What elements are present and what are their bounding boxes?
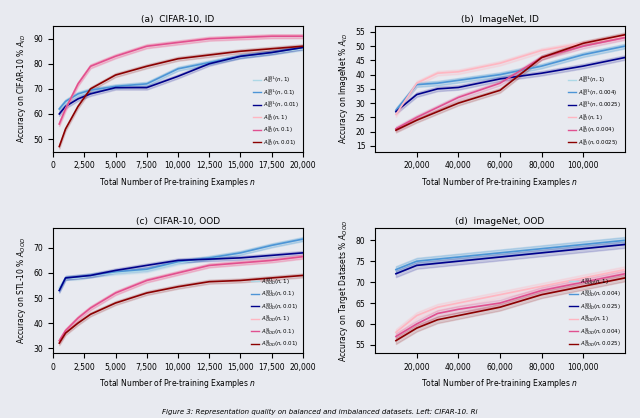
Legend: $A_{OOD}^{SSL}(n, 1)$, $A_{OOD}^{SSL}(n, 0.004)$, $A_{OOD}^{SSL}(n, 0.025)$, $A_: $A_{OOD}^{SSL}(n, 1)$, $A_{OOD}^{SSL}(n,… [568,275,622,350]
Title: (d)  ImageNet, OOD: (d) ImageNet, OOD [456,217,545,226]
Title: (a)  CIFAR-10, ID: (a) CIFAR-10, ID [141,15,214,24]
Text: Figure 3: Representation quality on balanced and imbalanced datasets. Left: CIFA: Figure 3: Representation quality on bala… [163,409,477,415]
Legend: $A_{ID}^{SSL}(n, 1)$, $A_{ID}^{SSL}(n, 0.004)$, $A_{ID}^{SSL}(n, 0.0025)$, $A_{I: $A_{ID}^{SSL}(n, 1)$, $A_{ID}^{SSL}(n, 0… [566,74,622,149]
X-axis label: Total Number of Pre-training Examples $n$: Total Number of Pre-training Examples $n… [421,377,579,390]
Y-axis label: Accuracy on STL-10 % $A_{OOD}$: Accuracy on STL-10 % $A_{OOD}$ [15,237,28,344]
Y-axis label: Accuracy on CIFAR-10 % $A_{ID}$: Accuracy on CIFAR-10 % $A_{ID}$ [15,34,28,143]
X-axis label: Total Number of Pre-training Examples $n$: Total Number of Pre-training Examples $n… [99,176,257,189]
Title: (c)  CIFAR-10, OOD: (c) CIFAR-10, OOD [136,217,220,226]
Y-axis label: Accuracy on ImageNet % $A_{ID}$: Accuracy on ImageNet % $A_{ID}$ [337,33,350,144]
Legend: $A_{ID}^{SSL}(n, 1)$, $A_{ID}^{SSL}(n, 0.1)$, $A_{ID}^{SSL}(n, 0.01)$, $A_{ID}^{: $A_{ID}^{SSL}(n, 1)$, $A_{ID}^{SSL}(n, 0… [252,74,300,149]
X-axis label: Total Number of Pre-training Examples $n$: Total Number of Pre-training Examples $n… [99,377,257,390]
Legend: $A_{OOD}^{SSL}(n, 1)$, $A_{OOD}^{SSL}(n, 0.1)$, $A_{OOD}^{SSL}(n, 0.01)$, $A_{OO: $A_{OOD}^{SSL}(n, 1)$, $A_{OOD}^{SSL}(n,… [250,275,300,350]
Y-axis label: Accuracy on Target Datasets % $A_{OOD}$: Accuracy on Target Datasets % $A_{OOD}$ [337,219,350,362]
Title: (b)  ImageNet, ID: (b) ImageNet, ID [461,15,539,24]
X-axis label: Total Number of Pre-training Examples $n$: Total Number of Pre-training Examples $n… [421,176,579,189]
